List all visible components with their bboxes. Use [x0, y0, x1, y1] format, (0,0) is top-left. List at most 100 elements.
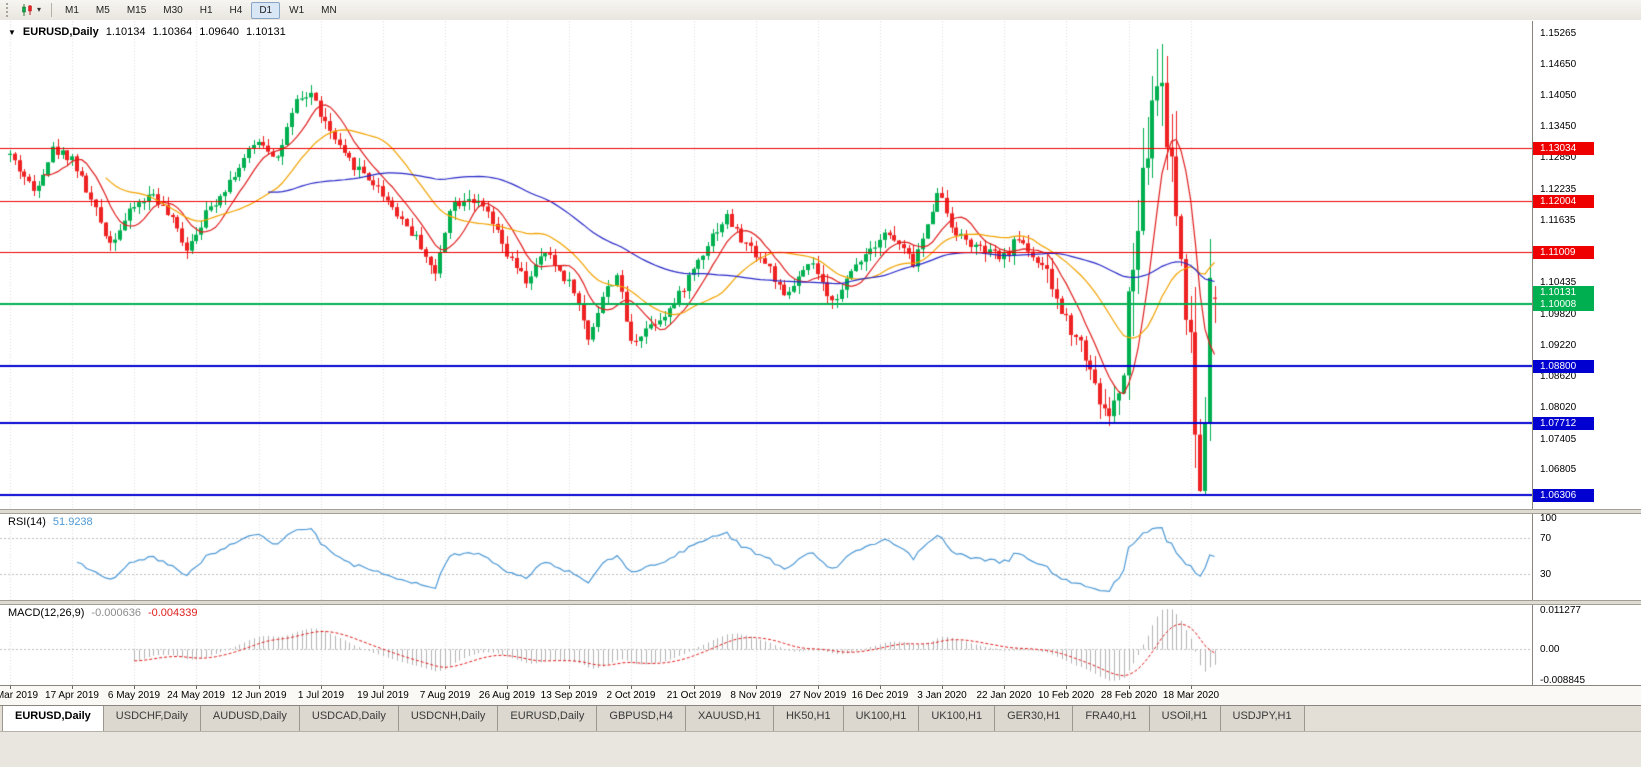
- timeframe-button-m1[interactable]: M1: [65, 4, 79, 16]
- date-axis-label: 22 Jan 2020: [976, 690, 1032, 701]
- price-axis-tick: 1.08620: [1540, 370, 1577, 382]
- macd-label: MACD(12,26,9): [8, 607, 85, 619]
- date-axis-label: 8 Nov 2019: [730, 690, 782, 701]
- rsi-axis-tick: 100: [1540, 513, 1557, 524]
- timeframe-button-m15[interactable]: M15: [126, 4, 147, 16]
- timeframe-button-m30[interactable]: M30: [163, 4, 183, 16]
- time-axis-tick-mark: [631, 686, 632, 689]
- rsi-indicator-canvas[interactable]: [0, 512, 1532, 600]
- timeframe-button-mn[interactable]: MN: [321, 4, 337, 16]
- price-axis-tick: 1.12850: [1540, 152, 1577, 164]
- panel-splitter[interactable]: [0, 509, 1641, 514]
- main-toolbar: ▾ M1 M5 M15 M30 H1 H4 D1 W1 MN: [0, 0, 1641, 21]
- price-axis-tick: 1.09820: [1540, 308, 1577, 320]
- time-axis-tick-mark: [134, 686, 135, 689]
- toolbar-grip: [6, 3, 12, 17]
- timeframe-button-w1[interactable]: W1: [289, 4, 305, 16]
- price-line-label: 1.06306: [1533, 489, 1594, 503]
- price-axis-tick: 1.08020: [1540, 401, 1577, 413]
- chevron-down-icon: ▾: [37, 5, 42, 14]
- price-scale[interactable]: 1.15265 1.14650 1.14050 1.13450 1.12850 1.122…: [1532, 21, 1641, 686]
- price-axis-tick: 1.06805: [1540, 464, 1577, 476]
- time-axis-tick-mark: [818, 686, 819, 689]
- chart-window: ▼ EURUSD,Daily 1.10134 1.10364 1.09640 1…: [0, 20, 1641, 767]
- time-axis-tick-mark: [1004, 686, 1005, 689]
- time-axis-tick-mark: [942, 686, 943, 689]
- date-axis-label: 13 Sep 2019: [540, 690, 598, 701]
- status-bar: [0, 731, 1641, 767]
- rsi-label: RSI(14): [8, 516, 46, 528]
- date-axis-label: 17 Apr 2019: [45, 690, 99, 701]
- price-axis-tick: 1.14650: [1540, 59, 1577, 71]
- rsi-title: RSI(14) 51.9238: [8, 516, 93, 528]
- price-axis-tick: 1.10435: [1540, 277, 1577, 289]
- time-axis-tick-mark: [694, 686, 695, 689]
- time-axis-tick-mark: [1191, 686, 1192, 689]
- time-scale[interactable]: 29 Mar 2019 17 Apr 2019 6 May 2019 24 May 2…: [0, 685, 1641, 706]
- price-axis-tick: 1.14050: [1540, 90, 1577, 102]
- time-axis-tick-mark: [259, 686, 260, 689]
- price-axis-tick: 1.15265: [1540, 27, 1577, 39]
- rsi-value: 51.9238: [52, 516, 93, 528]
- price-axis-tick: 1.12235: [1540, 184, 1577, 196]
- timeframe-button-h4[interactable]: H4: [229, 4, 243, 16]
- toolbar-separator: [51, 3, 53, 17]
- date-axis-label: 29 Mar 2019: [0, 690, 39, 701]
- macd-axis-tick: 0.011277: [1540, 605, 1581, 616]
- price-axis-tick: 1.09220: [1540, 339, 1577, 351]
- price-line-label: 1.08800: [1533, 360, 1594, 374]
- time-axis-tick-mark: [1129, 686, 1130, 689]
- high-value: 1.10364: [152, 26, 193, 38]
- chart-collapse-icon[interactable]: ▼: [8, 27, 16, 37]
- time-axis-tick-mark: [880, 686, 881, 689]
- timeframe-buttons: M1 M5 M15 M30 H1 H4 D1 W1 MN: [57, 1, 345, 19]
- macd-indicator-canvas[interactable]: [0, 603, 1532, 685]
- macd-title: MACD(12,26,9) -0.000636 -0.004339: [8, 607, 198, 619]
- time-axis-tick-mark: [196, 686, 197, 689]
- date-axis-label: 6 May 2019: [107, 690, 161, 701]
- date-axis-label: 7 Aug 2019: [419, 690, 471, 701]
- date-axis-label: 18 Mar 2020: [1162, 690, 1220, 701]
- panel-splitter[interactable]: [0, 600, 1641, 605]
- timeframe-button-m5[interactable]: M5: [95, 4, 110, 16]
- macd-axis-tick: 0.00: [1540, 643, 1560, 655]
- price-chart-canvas[interactable]: [0, 21, 1532, 509]
- time-axis-tick-mark: [321, 686, 322, 689]
- low-value: 1.09640: [199, 26, 240, 38]
- chart-title: ▼ EURUSD,Daily 1.10134 1.10364 1.09640 1…: [8, 26, 286, 38]
- timeframe-button-d1[interactable]: D1: [251, 1, 281, 19]
- open-value: 1.10134: [105, 26, 146, 38]
- macd-signal-value: -0.004339: [147, 607, 198, 619]
- close-value: 1.10131: [246, 26, 286, 38]
- time-axis-tick-mark: [445, 686, 446, 689]
- chart-tab[interactable]: GBPUSD,H4: [596, 706, 686, 739]
- rsi-axis-tick: 70: [1540, 533, 1552, 545]
- date-axis-label: 26 Aug 2019: [478, 690, 536, 701]
- date-axis-label: 28 Feb 2020: [1100, 690, 1158, 701]
- chart-type-dropdown[interactable]: ▾: [15, 1, 46, 19]
- current-price-label: 1.10131: [1533, 285, 1594, 299]
- price-line-label: 1.10008: [1533, 298, 1594, 312]
- price-line-label: 1.07712: [1533, 416, 1594, 430]
- date-axis-label: 21 Oct 2019: [666, 690, 722, 701]
- date-axis-label: 10 Feb 2020: [1037, 690, 1095, 701]
- timeframe-button-h1[interactable]: H1: [199, 4, 213, 16]
- macd-axis-tick: -0.008845: [1540, 675, 1586, 686]
- time-axis-tick-mark: [10, 686, 11, 689]
- price-line-label: 1.13034: [1533, 141, 1594, 155]
- date-axis-label: 1 Jul 2019: [297, 690, 345, 701]
- time-axis-tick-mark: [383, 686, 384, 689]
- rsi-axis-tick: 30: [1540, 568, 1552, 580]
- candlestick-chart-icon: [22, 4, 32, 16]
- price-axis-tick: 1.13450: [1540, 121, 1577, 133]
- date-axis-label: 12 Jun 2019: [231, 690, 287, 701]
- time-axis-tick-mark: [1066, 686, 1067, 689]
- price-line-label: 1.11009: [1533, 246, 1594, 260]
- price-axis-tick: 1.11635: [1540, 215, 1576, 227]
- date-axis-label: 3 Jan 2020: [917, 690, 967, 701]
- time-axis-tick-mark: [569, 686, 570, 689]
- date-axis-label: 16 Dec 2019: [851, 690, 909, 701]
- macd-value: -0.000636: [91, 607, 141, 619]
- time-axis-tick-mark: [507, 686, 508, 689]
- date-axis-label: 2 Oct 2019: [606, 690, 656, 701]
